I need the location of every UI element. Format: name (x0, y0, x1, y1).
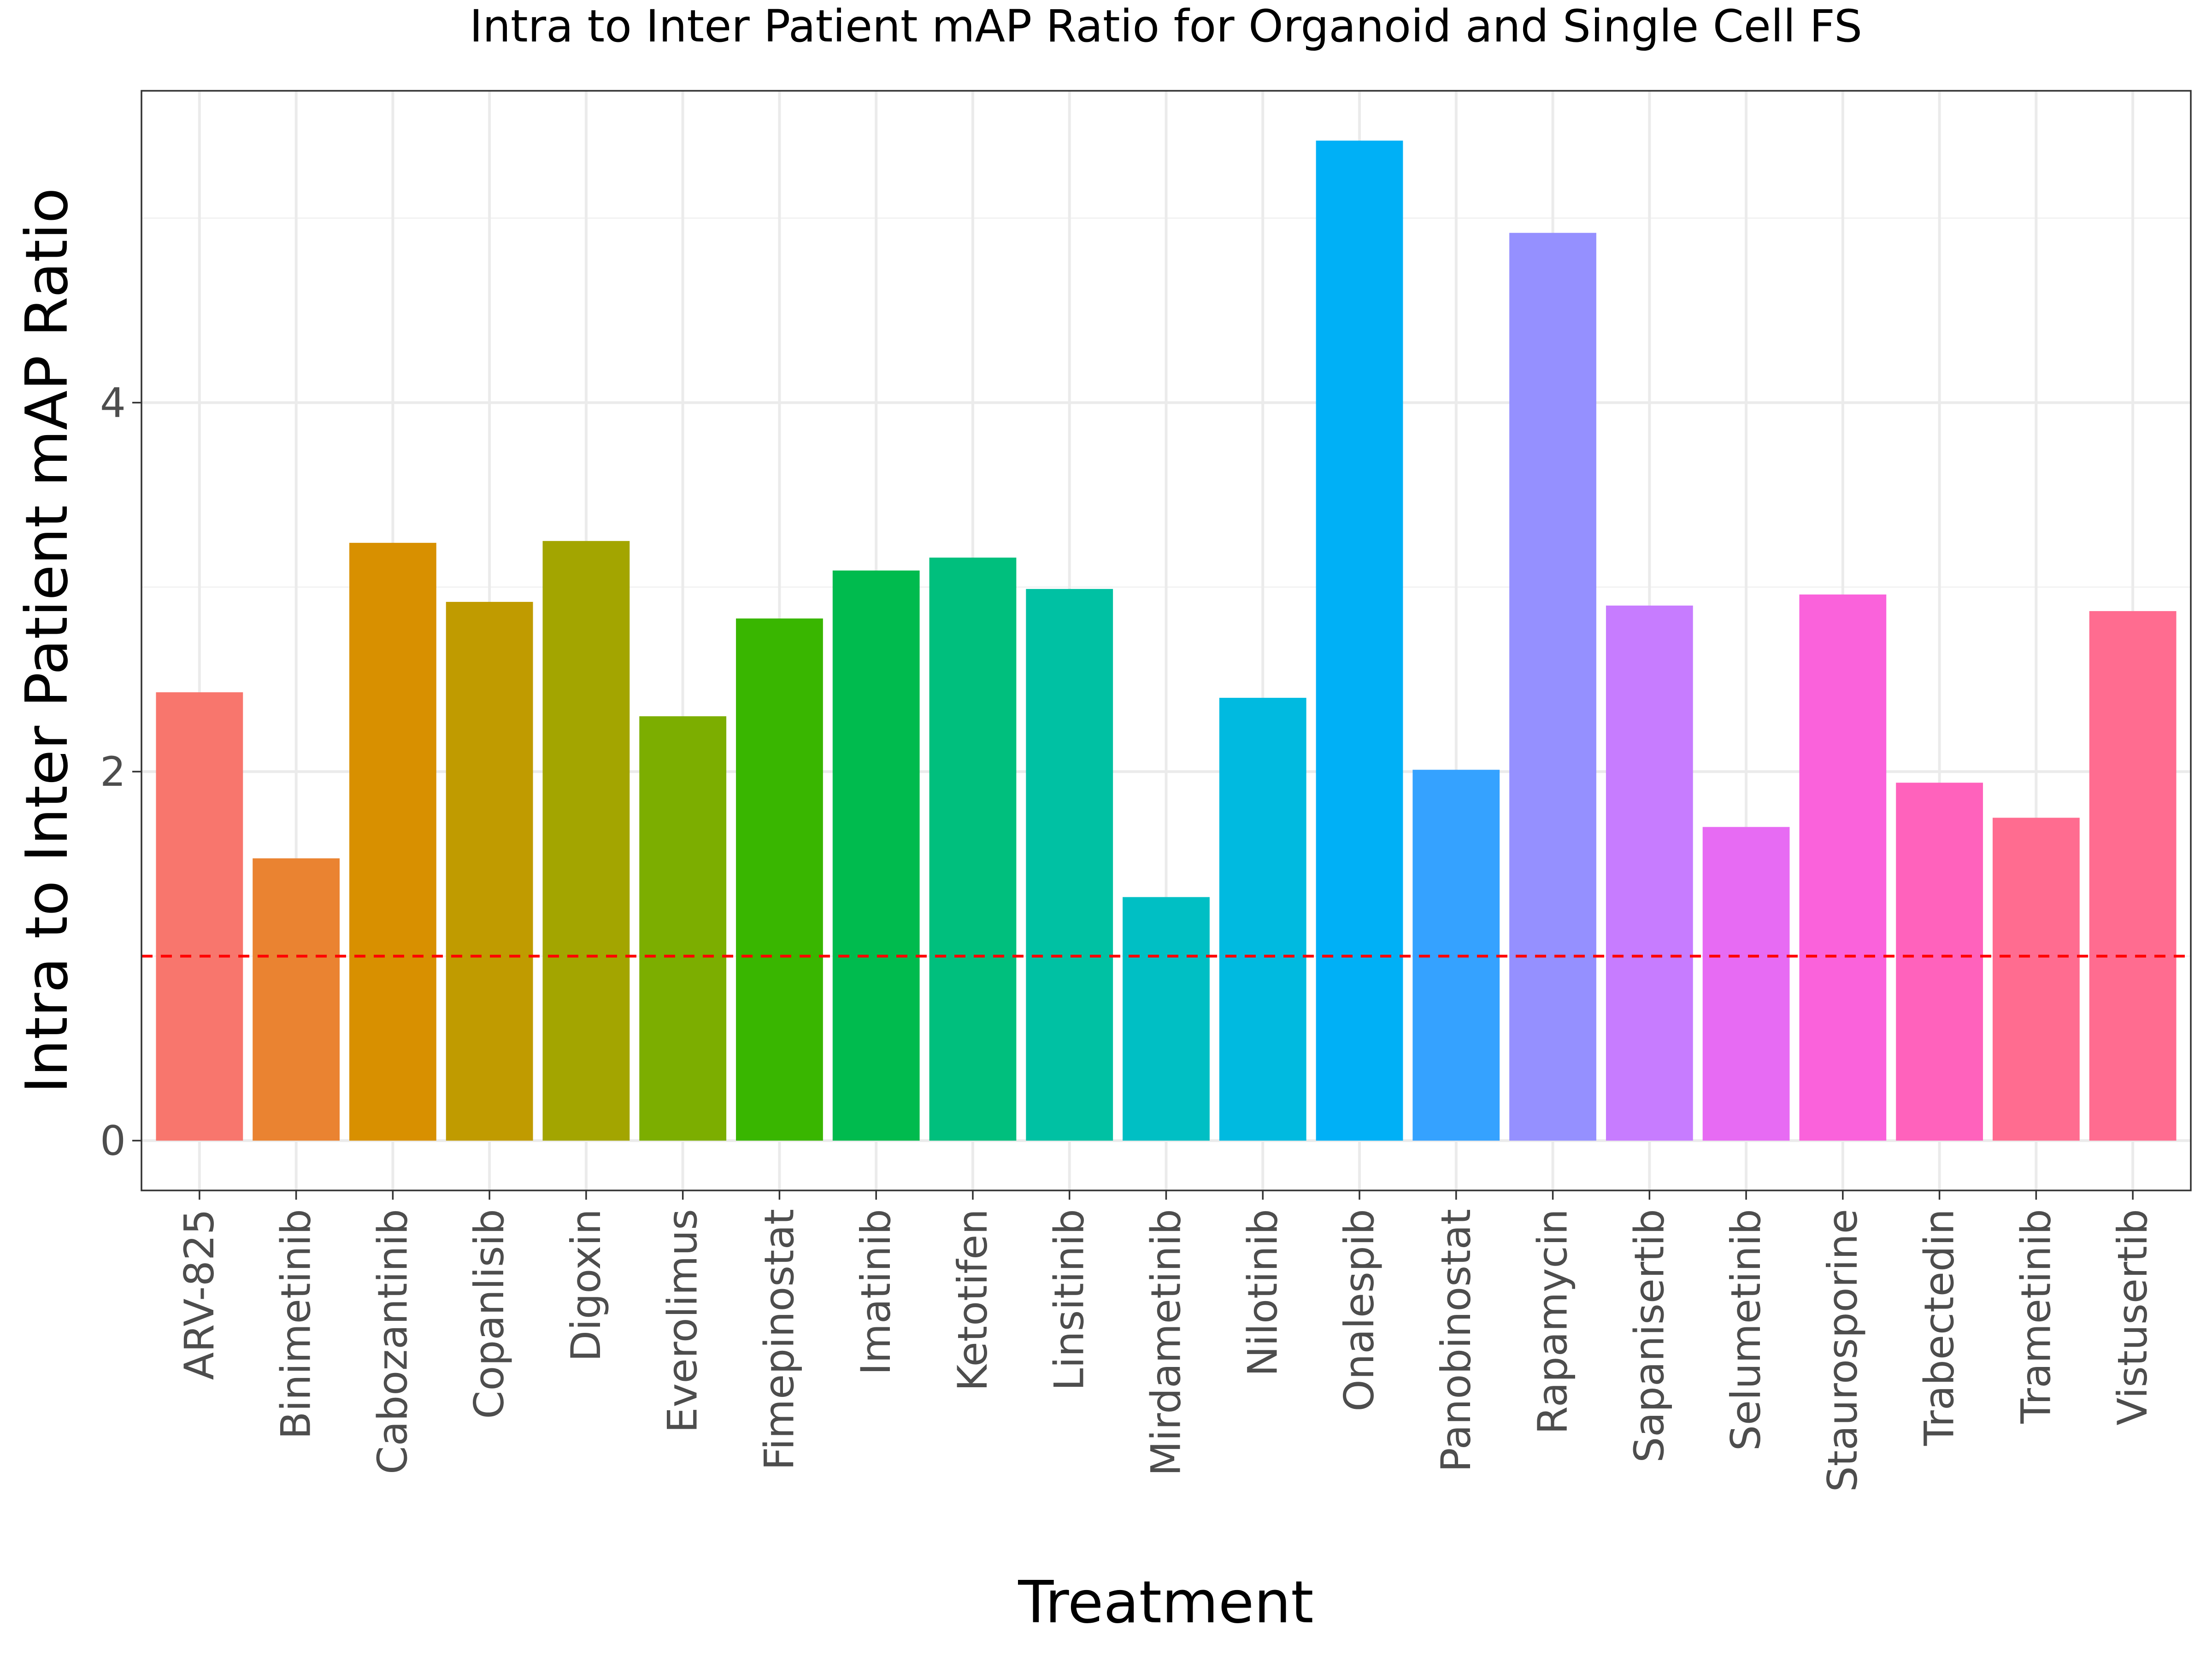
bar-cabozantinib (349, 542, 436, 1141)
x-tick-label: Staurosporine (1819, 1209, 1866, 1492)
bar-nilotinib (1219, 698, 1306, 1141)
bar-trametinib (1992, 818, 2080, 1141)
bar-staurosporine (1799, 594, 1887, 1141)
x-tick-label: Nilotinib (1239, 1209, 1286, 1377)
x-tick-label: Binimetinib (272, 1209, 320, 1439)
x-tick-label: Selumetinib (1722, 1209, 1770, 1451)
bar-vistusertib (2089, 611, 2177, 1141)
x-tick-label: Trametinib (2012, 1209, 2059, 1424)
x-tick-label: Ketotifen (949, 1209, 996, 1391)
x-tick-label: Linsitinib (1046, 1209, 1093, 1391)
x-tick-label: Digoxin (562, 1209, 610, 1362)
y-tick-label: 4 (100, 379, 126, 427)
bar-mirdametinib (1123, 897, 1210, 1141)
y-tick-label: 2 (100, 748, 126, 795)
bar-digoxin (542, 541, 630, 1141)
x-tick-label: ARV-825 (176, 1209, 223, 1380)
bar-ketotifen (929, 557, 1017, 1141)
x-tick-label: Copanlisib (465, 1209, 513, 1419)
chart-title: Intra to Inter Patient mAP Ratio for Org… (470, 0, 1862, 52)
bar-fimepinostat (736, 618, 823, 1141)
bar-binimetinib (253, 858, 340, 1141)
bar-onalespib (1316, 141, 1403, 1141)
x-tick-label: Cabozantinib (369, 1209, 416, 1474)
x-tick-label: Panobinostat (1432, 1209, 1480, 1472)
x-tick-label: Vistusertib (2109, 1209, 2156, 1425)
bar-sapanisertib (1606, 605, 1693, 1141)
x-tick-label: Imatinib (852, 1209, 900, 1375)
bar-copanlisib (446, 601, 533, 1141)
bar-rapamycin (1509, 233, 1596, 1141)
x-tick-label: Everolimus (659, 1209, 706, 1433)
x-tick-label: Onalespib (1335, 1209, 1383, 1412)
bar-linsitinib (1026, 589, 1113, 1141)
bar-everolimus (639, 716, 727, 1141)
y-tick-label: 0 (100, 1117, 126, 1165)
x-tick-label: Mirdametinib (1142, 1209, 1190, 1476)
bar-trabectedin (1896, 783, 1983, 1141)
x-tick-label: Sapanisertib (1625, 1209, 1673, 1463)
x-tick-label: Rapamycin (1529, 1209, 1577, 1434)
bar-imatinib (832, 570, 920, 1141)
x-tick-label: Fimepinostat (755, 1209, 803, 1470)
y-axis-title: Intra to Inter Patient mAP Ratio (13, 188, 81, 1093)
bars (156, 141, 2177, 1141)
x-axis-title: Treatment (1018, 1568, 1313, 1636)
y-axis: 0 2 4 (100, 379, 141, 1165)
x-axis: ARV-825 Binimetinib Cabozantinib Copanlisib… (176, 1190, 2156, 1492)
bar-arv-825 (156, 692, 243, 1141)
bar-selumetinib (1702, 827, 1790, 1141)
x-tick-label: Trabectedin (1916, 1209, 1963, 1446)
